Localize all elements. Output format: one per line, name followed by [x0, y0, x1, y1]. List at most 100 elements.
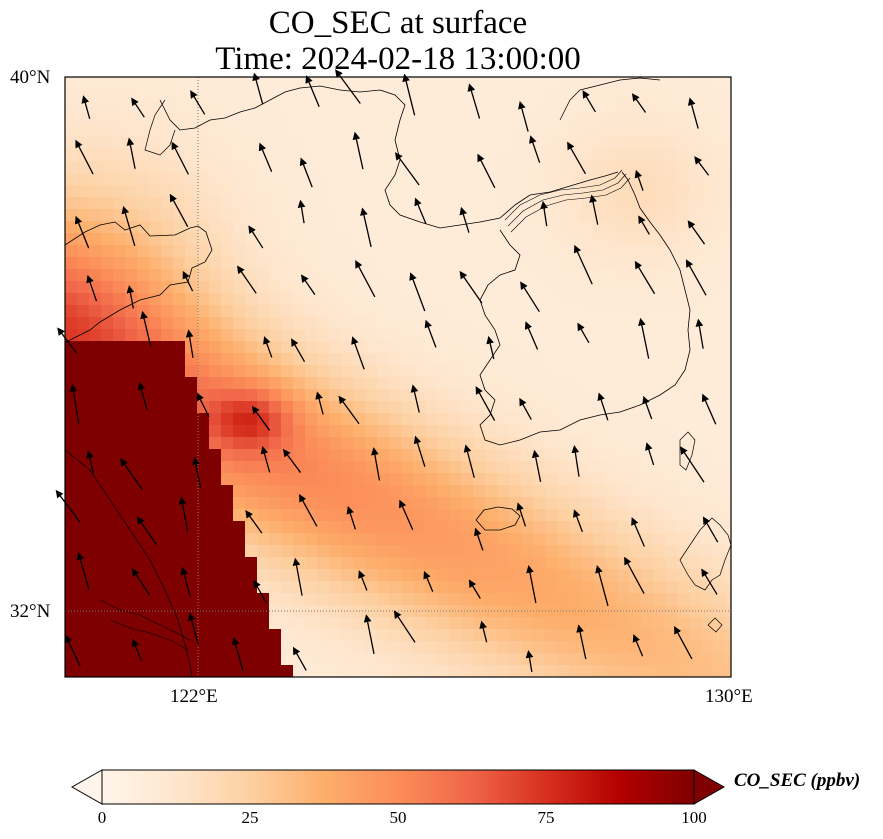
field-cell — [641, 629, 654, 642]
field-cell — [617, 269, 630, 282]
field-cell — [521, 653, 534, 666]
field-cell — [569, 497, 582, 510]
field-cell — [209, 293, 222, 306]
field-cell — [653, 617, 666, 630]
field-cell — [413, 245, 426, 258]
field-cell — [161, 101, 174, 114]
field-cell — [65, 653, 78, 666]
field-cell — [173, 581, 186, 594]
field-cell — [473, 641, 486, 654]
field-cell — [89, 269, 102, 282]
field-cell — [341, 485, 354, 498]
field-cell — [569, 161, 582, 174]
field-cell — [353, 581, 366, 594]
field-cell — [245, 305, 258, 318]
coastline-kyushu — [679, 517, 731, 591]
field-cell — [545, 161, 558, 174]
field-cell — [545, 413, 558, 426]
field-cell — [473, 581, 486, 594]
field-cell — [593, 353, 606, 366]
field-cell — [713, 377, 726, 390]
field-cell — [125, 437, 138, 450]
field-cell — [257, 389, 270, 402]
field-cell — [461, 377, 474, 390]
field-cell — [197, 209, 210, 222]
field-cell — [173, 401, 186, 414]
field-cell — [401, 509, 414, 522]
field-cell — [401, 233, 414, 246]
field-cell — [629, 545, 642, 558]
field-cell — [293, 665, 306, 677]
field-cell — [545, 233, 558, 246]
wind-arrow — [520, 281, 540, 313]
field-cell — [149, 521, 162, 534]
field-cell — [593, 485, 606, 498]
field-cell — [197, 653, 210, 666]
field-cell — [161, 89, 174, 102]
field-cell — [389, 641, 402, 654]
field-cell — [629, 101, 642, 114]
field-cell — [701, 137, 714, 150]
field-cell — [77, 485, 90, 498]
field-cell — [425, 413, 438, 426]
field-cell — [653, 413, 666, 426]
field-cell — [89, 113, 102, 126]
field-cell — [593, 425, 606, 438]
field-cell — [101, 281, 114, 294]
wind-arrow — [231, 637, 244, 672]
field-cell — [389, 173, 402, 186]
field-cell — [209, 149, 222, 162]
field-cell — [521, 305, 534, 318]
field-cell — [485, 113, 498, 126]
field-cell — [65, 425, 78, 438]
field-cell — [497, 437, 510, 450]
field-cell — [245, 449, 258, 462]
field-cell — [149, 233, 162, 246]
field-cell — [461, 233, 474, 246]
field-cell — [401, 653, 414, 666]
field-cell — [521, 173, 534, 186]
field-cell — [245, 161, 258, 174]
field-cell — [521, 485, 534, 498]
field-cell — [521, 545, 534, 558]
field-cell — [425, 137, 438, 150]
field-cell — [521, 317, 534, 330]
field-cell — [437, 113, 450, 126]
field-cell — [641, 509, 654, 522]
field-cell — [233, 89, 246, 102]
field-cell — [269, 113, 282, 126]
field-cell — [389, 161, 402, 174]
field-cell — [533, 545, 546, 558]
field-cell — [437, 545, 450, 558]
field-cell — [209, 161, 222, 174]
field-cell — [413, 341, 426, 354]
field-cell — [365, 305, 378, 318]
field-cell — [509, 449, 522, 462]
field-cell — [89, 317, 102, 330]
field-cell — [701, 581, 714, 594]
field-cell — [629, 245, 642, 258]
field-cell — [65, 89, 78, 102]
field-cell — [533, 269, 546, 282]
field-cell — [605, 89, 618, 102]
field-cell — [473, 89, 486, 102]
field-cell — [437, 281, 450, 294]
field-cell — [725, 137, 731, 150]
wind-arrow — [701, 568, 718, 595]
field-cell — [629, 593, 642, 606]
field-cell — [245, 557, 258, 570]
field-cell — [605, 581, 618, 594]
field-cell — [197, 353, 210, 366]
field-cell — [509, 365, 522, 378]
field-cell — [221, 557, 234, 570]
field-cell — [221, 653, 234, 666]
field-cell — [401, 557, 414, 570]
field-cell — [413, 473, 426, 486]
field-cell — [353, 245, 366, 258]
field-cell — [353, 509, 366, 522]
field-cell — [209, 449, 222, 462]
field-cell — [593, 497, 606, 510]
field-cell — [401, 305, 414, 318]
field-cell — [197, 413, 210, 426]
field-cell — [161, 665, 174, 677]
